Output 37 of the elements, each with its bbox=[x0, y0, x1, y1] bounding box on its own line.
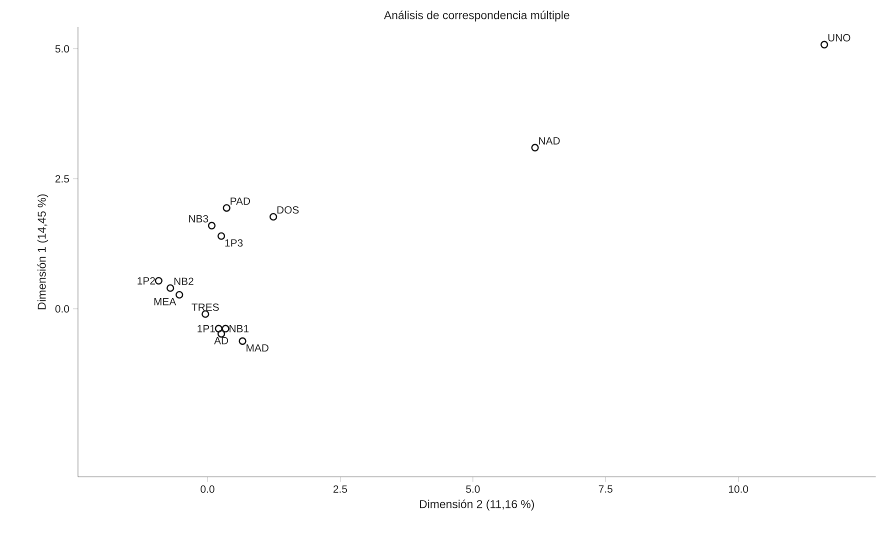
point bbox=[222, 204, 230, 212]
y-tick-label: 0.0 bbox=[55, 305, 70, 313]
annotation: NB3 bbox=[189, 215, 208, 223]
annotation: NB2 bbox=[174, 278, 194, 285]
point bbox=[214, 324, 223, 333]
annotation: TRES bbox=[192, 304, 219, 311]
point bbox=[222, 324, 230, 333]
annotation: UNO bbox=[828, 34, 850, 42]
point bbox=[238, 337, 246, 346]
annotation: 1P1 bbox=[198, 325, 215, 332]
annotation: 1P2 bbox=[138, 277, 155, 285]
x-tick-label: 2.5 bbox=[333, 485, 348, 493]
point bbox=[269, 213, 278, 221]
y-tick-label: 2.5 bbox=[55, 175, 70, 183]
annotation: 1P3 bbox=[225, 239, 243, 247]
annotation: NB1 bbox=[230, 325, 249, 332]
x-tick-label: 7.5 bbox=[598, 485, 612, 493]
annotation: PAD bbox=[230, 198, 250, 205]
y-tick-label: 5.0 bbox=[55, 45, 70, 53]
point bbox=[154, 277, 163, 285]
x-tick-label: 0.0 bbox=[200, 485, 214, 493]
point bbox=[820, 40, 828, 49]
point bbox=[531, 144, 539, 152]
x-axis-title: Dimensión 2 (11,16 %) bbox=[420, 500, 534, 511]
annotation: DOS bbox=[277, 206, 299, 214]
x-tick-label: 5.0 bbox=[466, 485, 480, 493]
point bbox=[208, 222, 216, 230]
annotation: AD bbox=[214, 337, 228, 344]
point bbox=[217, 232, 226, 240]
y-axis-title: Dimensión 1 (14,45 %) bbox=[37, 194, 48, 310]
annotation: MAD bbox=[246, 344, 268, 352]
point bbox=[176, 291, 184, 299]
point bbox=[166, 284, 174, 292]
chart-title: Análisis de correspondencia múltiple bbox=[384, 10, 570, 22]
annotation: MEA bbox=[154, 298, 176, 306]
x-tick-label: 10.0 bbox=[728, 485, 748, 493]
annotation: NAD bbox=[539, 137, 560, 145]
